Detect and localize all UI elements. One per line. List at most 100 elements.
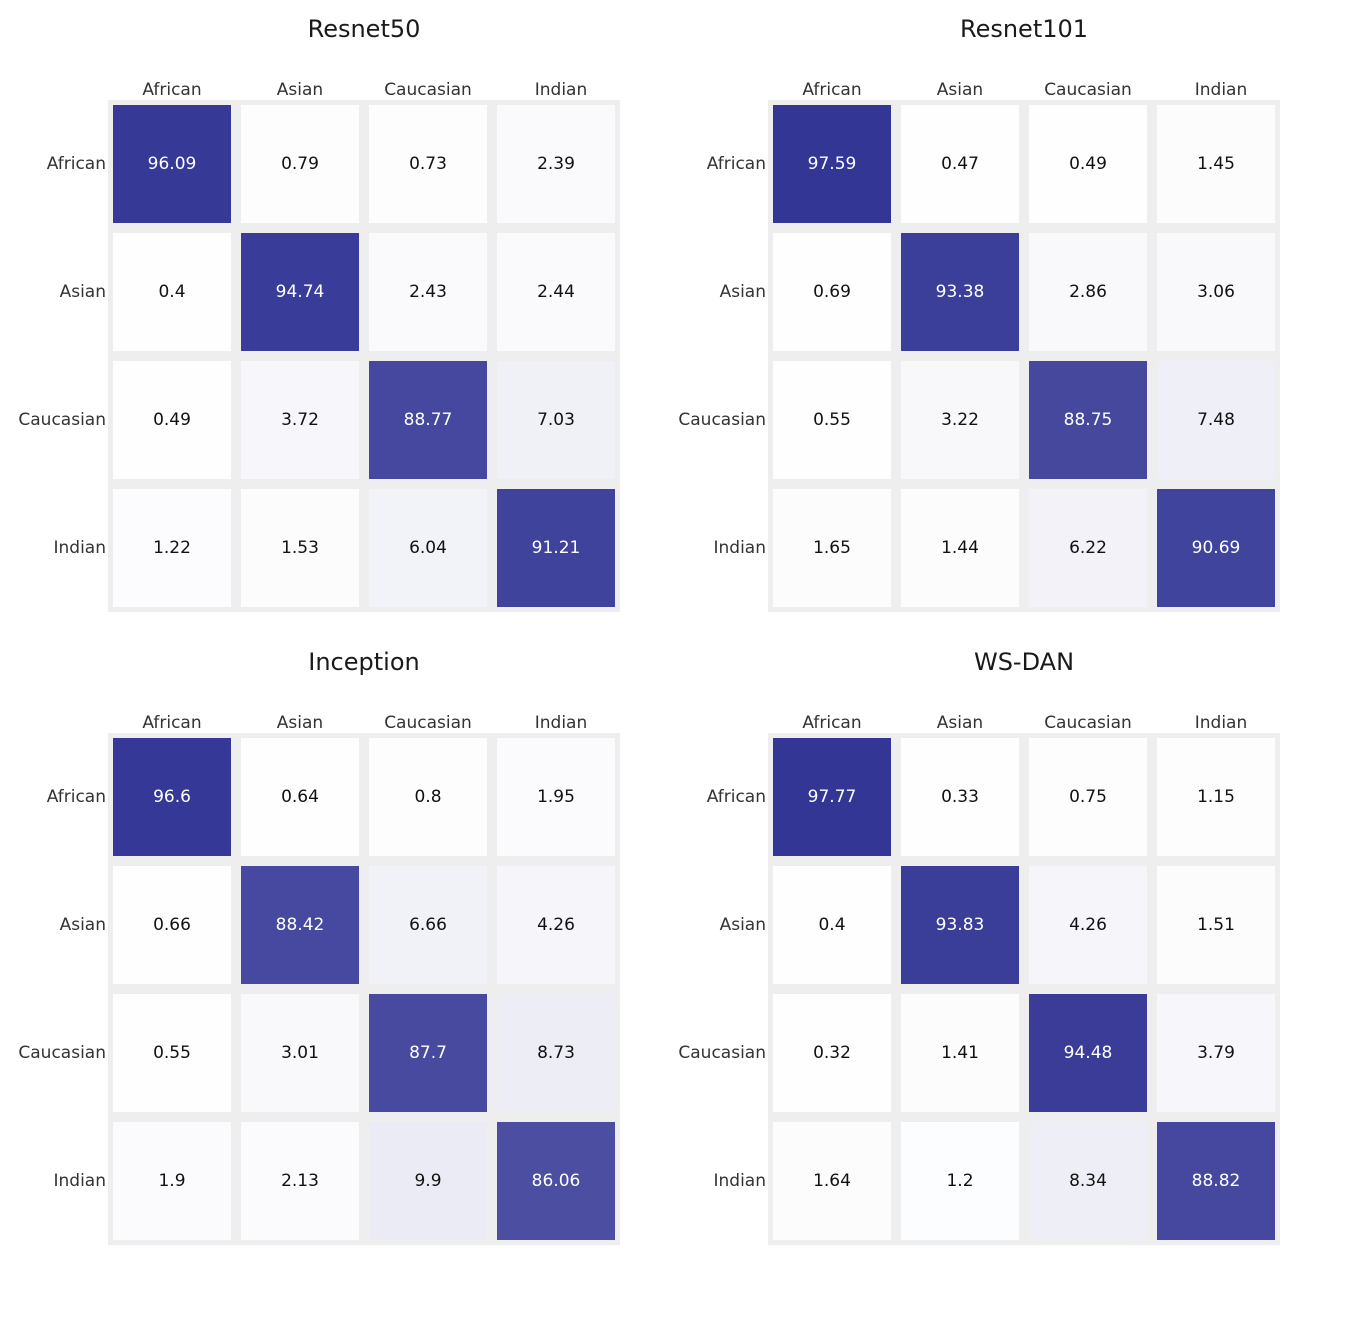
cell-value-label: 91.21 [532,538,581,558]
heatmap-cell [901,361,1019,479]
heatmap-cell [773,866,891,984]
heatmap-cell [113,105,231,223]
cell-value-label: 1.41 [941,1043,979,1063]
chart-title: Inception [308,648,419,676]
heatmap-cell [113,361,231,479]
cell-value-label: 0.8 [414,787,441,807]
cell-value-label: 87.7 [409,1043,447,1063]
row-label: Asian [720,915,766,935]
heatmap-cell [497,361,615,479]
cell-value-label: 7.03 [537,410,575,430]
chart-title: Resnet50 [308,15,421,43]
cell-value-label: 1.65 [813,538,851,558]
column-label: African [142,713,201,733]
cell-value-label: 3.01 [281,1043,319,1063]
heatmap-cell [369,738,487,856]
row-label: Indian [714,1171,767,1191]
cell-value-label: 0.4 [818,915,845,935]
heatmap-cell [241,105,359,223]
cell-value-label: 96.09 [148,154,197,174]
column-label: Caucasian [384,713,472,733]
cell-value-label: 1.95 [537,787,575,807]
cell-value-label: 1.53 [281,538,319,558]
heatmap-cell [1157,738,1275,856]
heatmap-cell [113,489,231,607]
cell-value-label: 4.26 [537,915,575,935]
chart-title: WS-DAN [974,648,1074,676]
cell-value-label: 90.69 [1192,538,1241,558]
cell-value-label: 97.59 [808,154,857,174]
cell-value-label: 0.66 [153,915,191,935]
heatmap-cell [1157,1122,1275,1240]
heatmap-cell [1029,489,1147,607]
heatmap-cell [1029,738,1147,856]
heatmap-cell [773,361,891,479]
heatmap-panel-1: Resnet101 African Asian Caucasian Indian Afri… [678,15,1280,612]
column-label: Caucasian [384,80,472,100]
cell-value-label: 3.22 [941,410,979,430]
column-label: Caucasian [1044,80,1132,100]
row-label: Asian [60,915,106,935]
cell-value-label: 97.77 [808,787,857,807]
heatmap-cell [369,994,487,1112]
heatmap-cell [1029,105,1147,223]
heatmap-cell [773,489,891,607]
heatmap-cell [1029,233,1147,351]
cell-value-label: 93.83 [936,915,985,935]
heatmap-cell [901,994,1019,1112]
row-label: African [707,787,766,807]
column-label: Asian [937,713,983,733]
cell-value-label: 3.06 [1197,282,1235,302]
heatmap-cell [773,233,891,351]
column-label: Indian [535,80,588,100]
heatmap-cell [901,489,1019,607]
column-label: Asian [937,80,983,100]
cell-value-label: 94.48 [1064,1043,1113,1063]
heatmap-cell [497,738,615,856]
heatmap-cell [773,994,891,1112]
heatmap-cell [369,233,487,351]
cell-value-label: 0.64 [281,787,319,807]
row-label: African [47,154,106,174]
column-label: Indian [1195,713,1248,733]
cell-value-label: 9.9 [414,1171,441,1191]
cell-value-label: 1.9 [158,1171,185,1191]
cell-value-label: 93.38 [936,282,985,302]
cell-value-label: 2.44 [537,282,575,302]
column-label: African [802,80,861,100]
heatmap-cell [241,489,359,607]
heatmap-cell [901,738,1019,856]
cell-value-label: 0.49 [1069,154,1107,174]
cell-value-label: 6.04 [409,538,447,558]
chart-title: Resnet101 [960,15,1088,43]
cell-value-label: 3.72 [281,410,319,430]
cell-value-label: 0.73 [409,154,447,174]
cell-value-label: 1.15 [1197,787,1235,807]
heatmap-cell [497,105,615,223]
heatmap-cell [497,866,615,984]
heatmap-cell [1157,361,1275,479]
cell-value-label: 88.77 [404,410,453,430]
cell-value-label: 1.2 [946,1171,973,1191]
heatmap-panel-0: Resnet50 African Asian Caucasian Indian Afric… [18,15,620,612]
column-label: Caucasian [1044,713,1132,733]
cell-value-label: 0.4 [158,282,185,302]
column-label: Indian [1195,80,1248,100]
cell-value-label: 96.6 [153,787,191,807]
heatmap-cell [901,233,1019,351]
heatmap-cell [113,866,231,984]
heatmap-cell [497,233,615,351]
cell-value-label: 7.48 [1197,410,1235,430]
heatmap-cell [1157,489,1275,607]
heatmap-cell [1029,866,1147,984]
heatmap-cell [1029,994,1147,1112]
row-label: Asian [60,282,106,302]
column-label: Asian [277,713,323,733]
heatmap-cell [1157,866,1275,984]
cell-value-label: 0.79 [281,154,319,174]
cell-value-label: 8.34 [1069,1171,1107,1191]
heatmap-cell [773,105,891,223]
cell-value-label: 6.22 [1069,538,1107,558]
cell-value-label: 4.26 [1069,915,1107,935]
